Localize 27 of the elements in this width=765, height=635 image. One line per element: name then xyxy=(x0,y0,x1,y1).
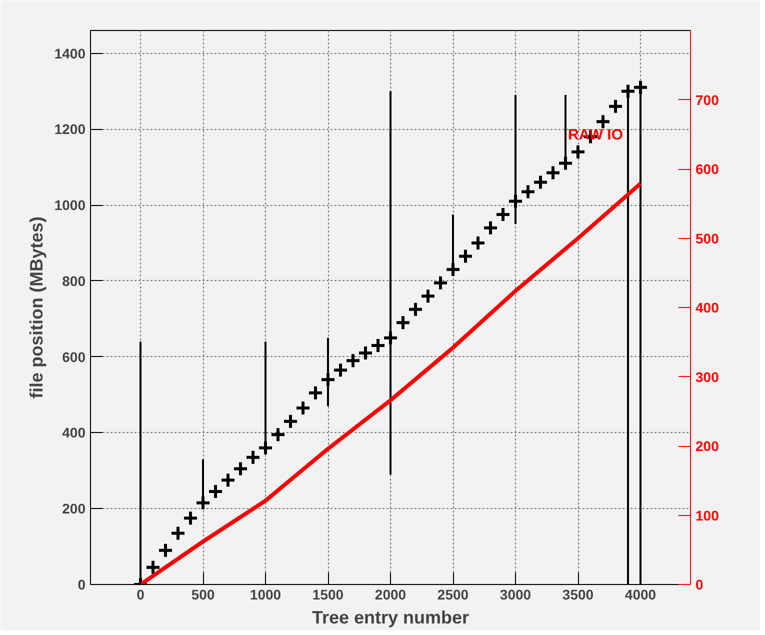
y2-tick-label: 200 xyxy=(696,438,720,454)
y-tick-label: 600 xyxy=(62,348,86,365)
y-tick-label: 1000 xyxy=(54,197,86,214)
y-tick-label: 800 xyxy=(62,272,86,289)
x-tick-label: 3000 xyxy=(500,586,532,602)
y2-tick-label: 500 xyxy=(696,230,720,246)
x-tick-label: 1500 xyxy=(312,586,344,602)
y-tick-label: 400 xyxy=(62,424,86,441)
y2-tick-label: 400 xyxy=(696,300,720,316)
y2-tick-label: 300 xyxy=(696,368,720,385)
y2-tick-label: 600 xyxy=(696,161,720,177)
x-axis-title: Tree entry number xyxy=(312,608,470,628)
x-tick-label: 500 xyxy=(191,586,215,602)
x-tick-label: 2500 xyxy=(437,586,469,602)
y-tick-label: 0 xyxy=(78,576,86,592)
x-tick-label: 3500 xyxy=(562,586,594,602)
y-tick-label: 200 xyxy=(62,500,86,517)
y2-tick-label: 700 xyxy=(696,92,720,108)
y2-tick-label: 100 xyxy=(696,507,720,524)
x-tick-label: 4000 xyxy=(624,586,656,602)
x-tick-label: 1000 xyxy=(250,586,282,602)
y-tick-label: 1200 xyxy=(54,121,86,138)
y2-tick-label: 0 xyxy=(696,576,704,592)
y-tick-label: 1400 xyxy=(54,45,86,62)
y-axis-title: file position (MBytes) xyxy=(26,216,46,398)
x-tick-label: 0 xyxy=(136,586,145,602)
x-tick-label: 2000 xyxy=(374,586,406,602)
